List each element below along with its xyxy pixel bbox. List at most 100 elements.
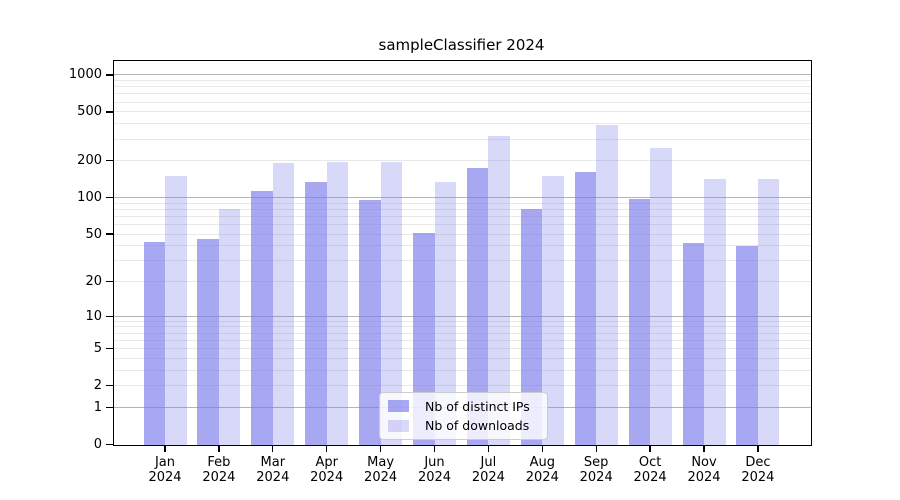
minor-gridline (114, 86, 811, 88)
downloads-bar (650, 148, 672, 445)
legend-label-downloads: Nb of downloads (425, 418, 530, 434)
downloads-bar (704, 179, 726, 445)
x-axis-tick (487, 445, 490, 452)
y-axis-tick (105, 443, 113, 446)
y-tick-label: 5 (93, 341, 102, 357)
distinct-ips-bar (251, 191, 273, 445)
x-axis-tick (649, 445, 651, 452)
x-tick-year: 2024 (417, 469, 452, 485)
y-tick-label: 100 (77, 190, 102, 206)
minor-gridline (114, 326, 811, 328)
minor-gridline (114, 320, 811, 322)
y-axis-tick (105, 74, 113, 76)
major-gridline (114, 197, 811, 199)
y-tick-label: 500 (77, 104, 102, 120)
minor-gridline (114, 245, 811, 247)
y-axis-tick (105, 111, 113, 113)
minor-gridline (114, 123, 811, 125)
x-tick-label: Jul 2024 (461, 455, 515, 485)
x-tick-label: May 2024 (354, 455, 408, 485)
major-gridline (114, 74, 811, 76)
distinct-ips-bar (143, 242, 165, 445)
y-axis-tick (105, 406, 113, 409)
distinct-ips-bar (197, 238, 219, 445)
x-axis-tick (326, 445, 328, 452)
downloads-bar (218, 209, 241, 445)
minor-gridline (114, 208, 811, 210)
downloads-bar (757, 178, 780, 445)
minor-gridline (114, 385, 811, 387)
y-axis-tick (105, 233, 113, 235)
x-tick-label: Jun 2024 (408, 455, 462, 485)
x-tick-year: 2024 (741, 469, 775, 485)
minor-gridline (114, 369, 811, 371)
x-tick-label: Dec 2024 (731, 455, 785, 485)
x-axis-tick (379, 445, 382, 452)
downloads-swatch-icon (388, 419, 409, 432)
x-tick-year: 2024 (256, 469, 290, 485)
x-tick-year: 2024 (364, 469, 398, 485)
x-axis-tick (757, 445, 759, 452)
minor-gridline (114, 339, 811, 341)
y-tick-label: 50 (85, 226, 102, 242)
plot-area: Nb of distinct IPs Nb of downloads 0 1 2 5 1… (69, 60, 812, 485)
minor-gridline (114, 202, 811, 204)
downloads-bar (165, 175, 187, 445)
downloads-bar (542, 176, 564, 445)
distinct-ips-bar (736, 245, 758, 445)
minor-gridline (114, 233, 811, 235)
x-tick-year: 2024 (525, 469, 559, 485)
legend: Nb of distinct IPs Nb of downloads (379, 392, 548, 440)
x-tick-year: 2024 (579, 469, 613, 485)
minor-gridline (114, 160, 811, 162)
downloads-bar (596, 125, 618, 445)
minor-gridline (114, 101, 811, 103)
distinct-ips-bar (682, 243, 704, 445)
y-tick-label: 20 (85, 274, 102, 290)
downloads-bar (326, 162, 349, 445)
downloads-bar (434, 182, 456, 445)
minor-gridline (114, 224, 811, 226)
x-tick-label: Aug 2024 (515, 455, 569, 485)
x-tick-label: Apr 2024 (300, 455, 354, 485)
x-tick-label: Sep 2024 (569, 455, 623, 485)
x-tick-year: 2024 (633, 469, 667, 485)
legend-item-distinct-ips: Nb of distinct IPs (380, 400, 547, 413)
minor-gridline (114, 348, 811, 350)
legend-label-distinct-ips: Nb of distinct IPs (425, 398, 530, 414)
distinct-ips-bar (359, 200, 381, 445)
downloads-bar (488, 136, 510, 445)
x-tick-year: 2024 (310, 469, 344, 485)
minor-gridline (114, 93, 811, 95)
x-axis-tick (272, 445, 274, 452)
y-tick-label: 0 (93, 437, 102, 452)
downloads-bar (272, 163, 295, 445)
minor-gridline (114, 332, 811, 334)
y-axis-tick (105, 160, 113, 162)
minor-gridline (114, 111, 811, 113)
downloads-bar (380, 161, 403, 445)
legend-item-downloads: Nb of downloads (380, 419, 547, 432)
x-tick-label: Nov 2024 (677, 455, 731, 485)
distinct-ips-bar (574, 171, 597, 445)
y-tick-label: 1 (93, 399, 102, 415)
minor-gridline (114, 281, 811, 283)
y-tick-label: 1000 (68, 67, 102, 83)
x-tick-year: 2024 (202, 469, 236, 485)
x-tick-label: Jan 2024 (138, 455, 192, 485)
major-gridline (114, 315, 811, 317)
distinct-ips-bar (466, 167, 489, 445)
y-tick-label: 10 (85, 308, 102, 324)
x-tick-year: 2024 (471, 469, 505, 485)
x-tick-year: 2024 (148, 469, 182, 485)
x-tick-label: Feb 2024 (192, 455, 246, 485)
distinct-ips-swatch-icon (388, 400, 409, 413)
y-axis-tick (105, 315, 113, 317)
minor-gridline (114, 260, 811, 262)
minor-gridline (114, 79, 811, 81)
x-axis-tick (541, 445, 543, 452)
minor-gridline (114, 138, 811, 140)
y-tick-label: 200 (77, 153, 102, 169)
minor-gridline (114, 357, 811, 359)
